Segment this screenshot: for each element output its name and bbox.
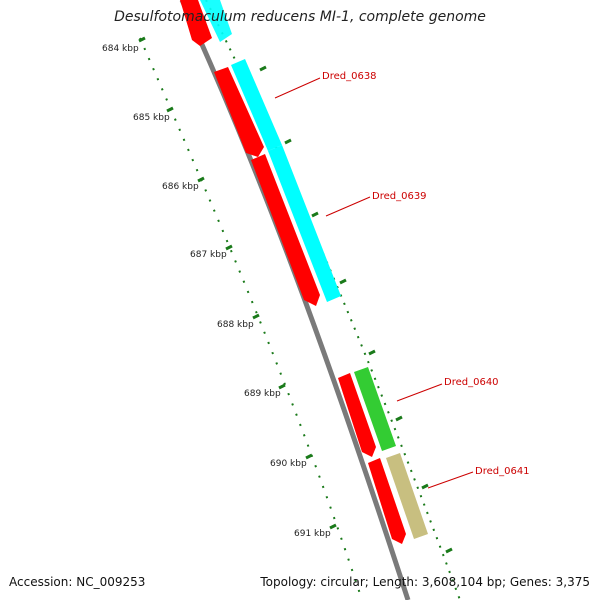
feature-cyan-dred-0639[interactable] — [268, 145, 341, 302]
gene-features — [214, 59, 428, 544]
tick-label-689: 689 kbp — [244, 389, 281, 399]
tick-label-684: 684 kbp — [102, 44, 139, 54]
outer-ring-ticks — [259, 65, 453, 554]
feature-green-dred-0640[interactable] — [354, 367, 396, 451]
gene-label-dred-0640[interactable]: Dred_0640 — [444, 377, 499, 388]
cds-arrow-dred-0641[interactable] — [368, 458, 406, 544]
gene-leader-lines — [274, 77, 474, 489]
cds-arrow-partial-top — [180, 0, 212, 46]
gene-label-dred-0641[interactable]: Dred_0641 — [475, 466, 530, 477]
gene-label-dred-0639[interactable]: Dred_0639 — [372, 191, 427, 202]
tick-label-687: 687 kbp — [190, 250, 227, 260]
ruler-ticks — [138, 36, 337, 530]
feature-tan-dred-0641[interactable] — [386, 453, 428, 539]
cds-arrow-dred-0639[interactable] — [251, 154, 320, 306]
tick-label-685: 685 kbp — [133, 113, 170, 123]
cds-arrow-dred-0638[interactable] — [214, 67, 264, 157]
map-title: Desulfotomaculum reducens MI-1, complete… — [114, 9, 486, 25]
genome-backbone — [179, 0, 411, 600]
accession-label: Accession: NC_009253 — [9, 575, 146, 589]
gene-labels: Dred_0638 Dred_0639 Dred_0640 Dred_0641 — [322, 71, 530, 477]
cyan-feature-partial-top — [200, 0, 232, 42]
feature-cyan-dred-0638[interactable] — [231, 59, 282, 151]
tick-label-691: 691 kbp — [294, 529, 331, 539]
tick-label-690: 690 kbp — [270, 459, 307, 469]
ruler-tick-labels: 684 kbp 685 kbp 686 kbp 687 kbp 688 kbp … — [102, 44, 331, 539]
genome-stats-label: Topology: circular; Length: 3,608,104 bp… — [260, 575, 590, 589]
cds-arrow-dred-0640[interactable] — [338, 373, 376, 457]
tick-label-686: 686 kbp — [162, 182, 199, 192]
tick-label-688: 688 kbp — [217, 320, 254, 330]
top-partial-features — [180, 0, 232, 46]
gene-label-dred-0638[interactable]: Dred_0638 — [322, 71, 377, 82]
